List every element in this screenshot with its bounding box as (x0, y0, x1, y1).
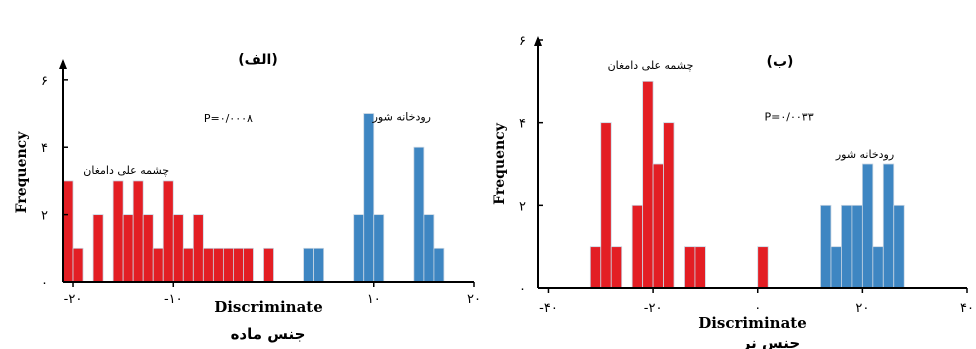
histogram-bar (313, 247, 325, 283)
series-1: چشمه علی دامغان (62, 164, 274, 283)
histogram-bar (192, 214, 204, 283)
chart-title: (الف) (238, 52, 278, 68)
histogram-bar (233, 247, 244, 283)
histogram-bar (363, 113, 375, 283)
histogram-bar (893, 204, 905, 289)
series-2: رودخانه شور (820, 148, 905, 289)
y-tick-label: ۶ (519, 34, 526, 49)
series-label: رودخانه شور (835, 148, 894, 161)
histogram-bar (263, 247, 274, 283)
x-tick-label: ۲۰ (467, 292, 481, 307)
histogram-bar (610, 246, 623, 289)
series-label: چشمه علی دامغان (83, 164, 169, 177)
histogram-bar (132, 180, 144, 283)
histogram-bar (757, 246, 769, 289)
x-tick-label: -۱۰ (164, 292, 183, 307)
y-tick-label: ۴ (41, 141, 48, 156)
histogram-bar (142, 214, 154, 283)
histogram-bar (92, 214, 104, 283)
histogram-bar (830, 246, 842, 289)
histogram-bar (172, 214, 184, 283)
histogram-bar (353, 214, 365, 283)
histogram-bar (652, 163, 664, 289)
histogram-bar (423, 214, 435, 283)
histogram-bar (589, 246, 602, 289)
histogram-bar (851, 204, 863, 289)
y-tick-label: ۲ (41, 209, 48, 224)
p-value-annotation: P=۰/۰۰۳۳ (765, 111, 814, 124)
y-tick-label: ۶ (41, 74, 48, 89)
histogram-bar (112, 180, 124, 283)
x-tick-label: ۰ (754, 301, 761, 316)
histogram-bar (72, 247, 84, 283)
x-tick-label: ۱۰ (367, 292, 381, 307)
histogram-bar (122, 214, 134, 283)
histogram-bar (631, 204, 644, 289)
y-axis-title: Frequency (14, 131, 30, 214)
histogram-bar (243, 247, 254, 283)
histogram-bar (694, 246, 706, 289)
series-label: چشمه علی دامغان (608, 59, 694, 72)
histogram-bar (820, 204, 832, 289)
histogram-bar (872, 246, 884, 289)
chart-panel-2: چشمه علی دامغان رودخانه شور ۰ ۲ ۴ ۶ -۴۰ -۲۰ ۰ ۲۰ ۴… (492, 34, 974, 349)
chart-subtitle: جنس نر (741, 334, 800, 349)
histogram-bar (882, 163, 895, 289)
histogram-bar (433, 247, 445, 283)
histogram-bar (684, 246, 696, 289)
histogram-bar (663, 122, 675, 289)
y-tick-label: ۴ (519, 117, 526, 132)
y-axis-arrowhead (534, 36, 542, 46)
histogram-bar (303, 247, 315, 283)
x-tick-label: -۲۰ (644, 301, 663, 316)
histogram-bar (62, 180, 74, 283)
y-tick-label: ۰ (519, 282, 526, 297)
histogram-bar (202, 247, 214, 283)
histogram-bar (600, 122, 612, 289)
p-value-annotation: P=۰/۰۰۰۸ (204, 112, 253, 125)
series-2: رودخانه شور (303, 110, 445, 283)
histogram-bar (182, 247, 194, 283)
chart-subtitle: جنس ماده (231, 325, 306, 343)
chart-title: (ب) (767, 54, 794, 70)
histogram-bar (861, 163, 874, 289)
x-tick-label: -۲۰ (64, 292, 83, 307)
y-tick-label: ۰ (41, 276, 48, 291)
histogram-bar (212, 247, 224, 283)
histogram-bar (222, 247, 234, 283)
y-axis-title: Frequency (492, 122, 508, 205)
x-tick-label: ۴۰ (960, 301, 974, 316)
histogram-bar (152, 247, 164, 283)
histogram-bar (162, 180, 174, 283)
x-tick-label: -۴۰ (539, 301, 558, 316)
histogram-bar (413, 146, 425, 283)
x-axis-title: Discriminate (698, 314, 807, 332)
series-label: رودخانه شور (372, 110, 431, 123)
y-tick-label: ۲ (519, 199, 526, 214)
series-1: چشمه علی دامغان (589, 59, 769, 289)
histogram-bar (841, 204, 853, 289)
histogram-bar (373, 214, 385, 283)
histogram-bar (642, 80, 654, 289)
x-tick-label: ۲۰ (855, 301, 869, 316)
chart-panel-1: چشمه علی دامغان رودخانه شور ۰ ۲ ۴ ۶ -۲۰ -۱۰ ۱۰ ۲۰… (14, 52, 481, 343)
y-axis-arrowhead (59, 59, 67, 69)
x-axis-title: Discriminate (214, 298, 323, 316)
